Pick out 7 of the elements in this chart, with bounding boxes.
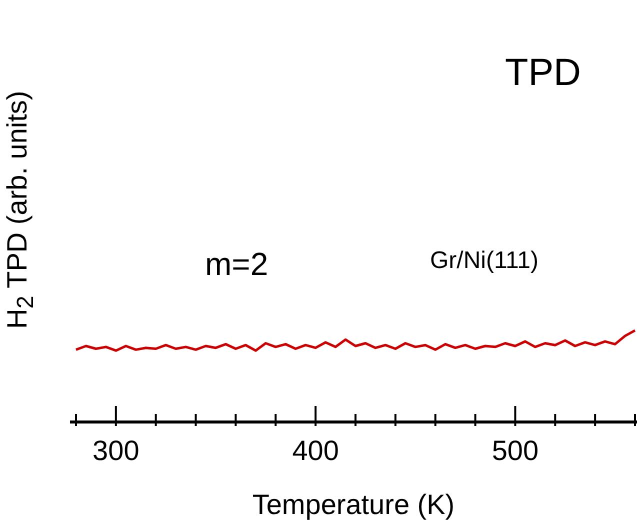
x-tick-label: 300 [92, 435, 140, 466]
x-tick-label: 400 [292, 435, 339, 466]
x-axis-title: Temperature (K) [252, 489, 455, 520]
text: TPD [505, 52, 581, 95]
x-tick-label: 500 [492, 435, 539, 466]
text: Gr/Ni(111) [430, 247, 538, 275]
text: m=2 [205, 246, 268, 283]
